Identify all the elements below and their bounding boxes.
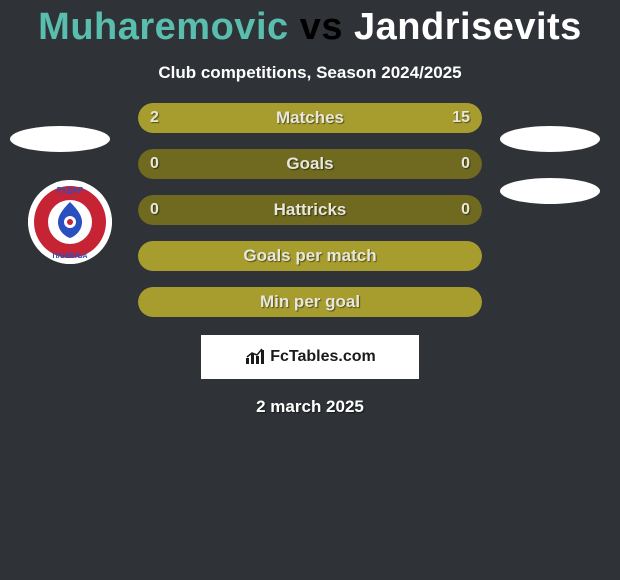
comparison-title: Muharemovic vs Jandrisevits [0,0,620,49]
stat-row: Hattricks0 0 [138,195,482,225]
svg-text:РУДАР: РУДАР [57,186,84,195]
stat-row: Matches2 15 [138,103,482,133]
stat-label: Matches [138,103,482,133]
club-logo: РУДАР ПЉЕВЉА [28,180,112,264]
season-subtitle: Club competitions, Season 2024/2025 [0,63,620,83]
player-right-name: Jandrisevits [354,6,582,48]
player-right-badge-ellipse-1 [500,126,600,152]
brand-footer: FcTables.com [201,335,419,379]
chart-icon [244,348,266,366]
stat-label: Min per goal [138,287,482,317]
stat-row: Goals0 0 [138,149,482,179]
stat-label: Hattricks [138,195,482,225]
stat-label: Goals [138,149,482,179]
stat-value-left: 2 [150,103,159,133]
stat-label: Goals per match [138,241,482,271]
player-left-badge-ellipse [10,126,110,152]
stat-value-left: 0 [150,149,159,179]
stat-value-right: 15 [452,103,470,133]
svg-text:ПЉЕВЉА: ПЉЕВЉА [52,253,87,260]
stat-row: Goals per match [138,241,482,271]
vs-text: vs [289,6,354,48]
stat-row: Min per goal [138,287,482,317]
stat-value-left: 0 [150,195,159,225]
player-right-badge-ellipse-2 [500,178,600,204]
brand-text: FcTables.com [270,348,376,366]
player-left-name: Muharemovic [38,6,288,48]
stat-value-right: 0 [461,149,470,179]
stat-value-right: 0 [461,195,470,225]
footer-date: 2 march 2025 [0,397,620,417]
club-crest-icon: РУДАР ПЉЕВЉА [28,180,112,264]
